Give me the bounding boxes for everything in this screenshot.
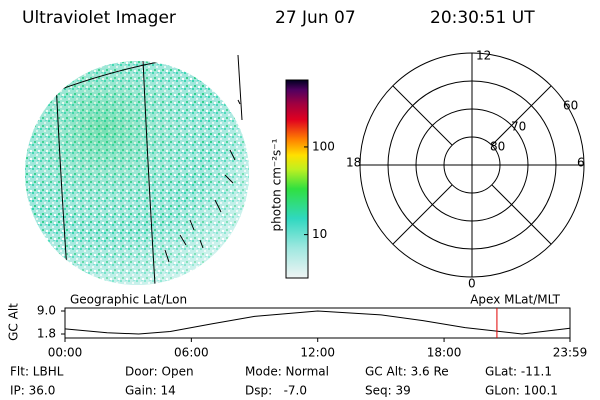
- time: 20:30:51 UT: [430, 8, 535, 28]
- x-tick-label: 12:00: [300, 346, 335, 360]
- mlt-label: 12: [476, 49, 491, 63]
- status-field: Door: Open: [125, 365, 194, 379]
- polar-grid: [359, 52, 585, 278]
- status-field: Seq: 39: [365, 384, 411, 398]
- mlt-label: 18: [346, 156, 361, 170]
- x-tick-label: 06:00: [174, 346, 209, 360]
- x-tick-label: 00:00: [48, 346, 83, 360]
- altitude-line: [64, 310, 571, 335]
- colorbar-tick-label: 10: [312, 227, 327, 241]
- instrument: Ultraviolet Imager: [22, 8, 176, 28]
- x-tick-label: 23:59: [553, 346, 588, 360]
- status-field: Flt: LBHL: [10, 365, 64, 379]
- y-tick-label: 9.0: [37, 304, 56, 318]
- x-tick-label: 18:00: [427, 346, 462, 360]
- status-field: GC Alt: 3.6 Re: [365, 365, 449, 379]
- status-field: Mode: Normal: [245, 365, 329, 379]
- status-field: GLon: 100.1: [485, 384, 558, 398]
- orbit-y-label: GC Alt: [7, 303, 21, 341]
- lat-label: 70: [511, 120, 526, 134]
- status-field: Dsp: -7.0: [245, 384, 307, 398]
- colorbar-label: photon cm⁻²s⁻¹: [270, 138, 284, 231]
- status-field: GLat: -11.1: [485, 365, 552, 379]
- mlt-label: 0: [468, 277, 476, 291]
- mlt-label: 6: [577, 156, 585, 170]
- orbit-left-label: Geographic Lat/Lon: [70, 293, 187, 307]
- lat-label: 80: [490, 140, 505, 154]
- colorbar-tick-label: 100: [312, 139, 335, 153]
- y-tick-label: 1.8: [37, 327, 56, 341]
- date: 27 Jun 07: [275, 8, 356, 28]
- lat-label: 60: [563, 99, 578, 113]
- status-field: Gain: 14: [125, 384, 176, 398]
- uv-image: [25, 54, 249, 285]
- orbit-right-label: Apex MLat/MLT: [470, 293, 560, 307]
- colorbar: [285, 79, 309, 279]
- status-field: IP: 36.0: [10, 384, 55, 398]
